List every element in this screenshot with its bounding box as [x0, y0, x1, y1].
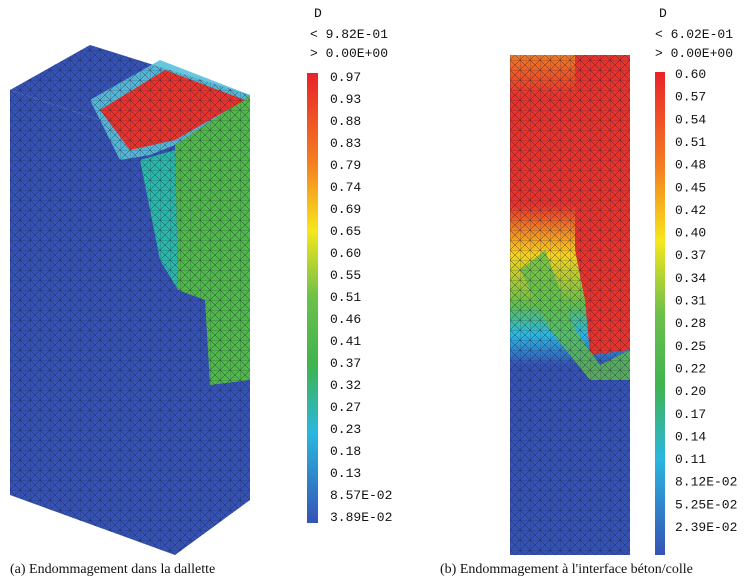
scale-label: 0.48 [675, 158, 706, 173]
scale-label: 0.34 [675, 271, 706, 286]
scale-label: 0.46 [330, 312, 361, 327]
scale-label: 0.88 [330, 114, 361, 129]
scale-label: 0.42 [675, 203, 706, 218]
scale-label: 0.23 [330, 422, 361, 437]
scale-label: 0.57 [675, 90, 706, 105]
legend-min: > 0.00E+00 [310, 46, 388, 61]
scale-label: 0.69 [330, 202, 361, 217]
legend-max: < 6.02E-01 [655, 27, 733, 42]
scale-label: 0.20 [675, 384, 706, 399]
scale-label: 0.79 [330, 158, 361, 173]
scale-label: 0.40 [675, 226, 706, 241]
scale-label: 0.18 [330, 444, 361, 459]
legend-title: D [314, 6, 322, 21]
caption: (b) Endommagement à l'interface béton/co… [440, 562, 693, 577]
scale-label: 8.12E-02 [675, 475, 737, 490]
scale-label: 0.31 [675, 294, 706, 309]
scale-label: 0.55 [330, 268, 361, 283]
scale-label: 0.27 [330, 400, 361, 415]
scale-label: 3.89E-02 [330, 510, 392, 525]
scale-label: 0.54 [675, 112, 706, 127]
scale-label: 5.25E-02 [675, 497, 737, 512]
scale-label: 0.13 [330, 466, 361, 481]
scale-label: 0.17 [675, 407, 706, 422]
color-scale [307, 73, 318, 523]
scale-label: 0.11 [675, 452, 706, 467]
scale-label: 0.14 [675, 429, 706, 444]
scale-label: 0.74 [330, 180, 361, 195]
legend-max: < 9.82E-01 [310, 27, 388, 42]
scale-label: 0.25 [675, 339, 706, 354]
scale-label: 0.22 [675, 361, 706, 376]
scale-label: 0.93 [330, 92, 361, 107]
slab-plot [10, 45, 250, 555]
scale-label: 0.51 [330, 290, 361, 305]
scale-label: 0.37 [330, 356, 361, 371]
scale-label: 0.37 [675, 248, 706, 263]
scale-label: 0.65 [330, 224, 361, 239]
scale-label: 0.32 [330, 378, 361, 393]
scale-label: 0.51 [675, 135, 706, 150]
color-scale [655, 72, 665, 555]
scale-label: 0.97 [330, 70, 361, 85]
caption: (a) Endommagement dans la dallette [10, 562, 215, 577]
scale-label: 0.28 [675, 316, 706, 331]
scale-label: 0.45 [675, 180, 706, 195]
scale-label: 0.60 [330, 246, 361, 261]
interface-plot [510, 55, 630, 555]
scale-label: 0.41 [330, 334, 361, 349]
legend-min: > 0.00E+00 [655, 46, 733, 61]
scale-label: 2.39E-02 [675, 520, 737, 535]
scale-label: 0.83 [330, 136, 361, 151]
scale-label: 0.60 [675, 67, 706, 82]
legend-title: D [659, 6, 667, 21]
scale-label: 8.57E-02 [330, 488, 392, 503]
